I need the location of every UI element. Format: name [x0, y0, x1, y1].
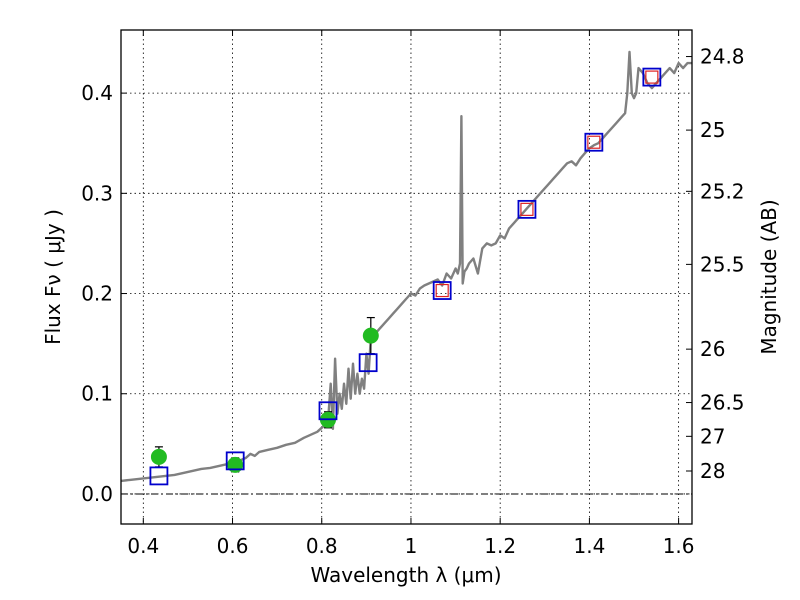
- right-tick-label: 25.5: [700, 252, 745, 276]
- x-tick-label: 1.4: [573, 534, 605, 558]
- y-tick-label: 0.4: [81, 81, 113, 105]
- model-flux-square: [517, 199, 537, 219]
- right-tick-label: 26.5: [700, 391, 745, 415]
- model-flux-square: [149, 466, 169, 486]
- right-tick-label: 25: [700, 118, 725, 142]
- axis-ticks: 0.4 0.6 0.8 1 1.2 1.4 1.6 0.0 0.1 0.2 0.3 0.4 24.8 25…: [81, 30, 745, 558]
- right-tick-label: 28: [700, 459, 725, 483]
- bandpass-mark: [645, 70, 659, 84]
- right-tick-label: 25.2: [700, 179, 745, 203]
- model-flux-square: [432, 281, 452, 300]
- spectrum-line: [120, 50, 692, 483]
- spectrum-layer: [120, 50, 692, 483]
- x-tick-label: 0.6: [217, 534, 249, 558]
- y-tick-label: 0.0: [81, 482, 113, 506]
- x-axis-label: Wavelength λ (μm): [310, 563, 501, 587]
- y-tick-label: 0.3: [81, 181, 113, 205]
- model-flux-square: [318, 401, 338, 421]
- bandpass-mark: [587, 135, 601, 149]
- y-tick-label: 0.2: [81, 282, 113, 306]
- x-tick-label: 1: [405, 534, 418, 558]
- x-tick-label: 0.8: [306, 534, 338, 558]
- model-flux-square: [642, 67, 662, 87]
- right-tick-label: 24.8: [700, 45, 745, 69]
- model-flux-square: [225, 451, 245, 471]
- photometry-point: [150, 448, 167, 465]
- right-tick-label: 27: [700, 424, 725, 448]
- bandpass-mark: [520, 202, 534, 216]
- model-flux-square: [358, 353, 378, 373]
- bandpass-mark: [435, 283, 449, 298]
- y-axis-label: Flux Fν ( μJy ): [41, 209, 65, 345]
- right-tick-label: 26: [700, 337, 725, 361]
- y-right-axis-label: Magnitude (AB): [757, 199, 781, 354]
- x-tick-label: 1.2: [484, 534, 516, 558]
- y-tick-label: 0.1: [81, 382, 113, 406]
- x-tick-label: 0.4: [127, 534, 159, 558]
- marker-layer: [149, 67, 662, 486]
- photometry-point: [362, 327, 379, 344]
- model-flux-square: [584, 132, 604, 152]
- grid-lines: [121, 30, 692, 524]
- x-tick-label: 1.6: [663, 534, 695, 558]
- plot-frame: [120, 29, 693, 525]
